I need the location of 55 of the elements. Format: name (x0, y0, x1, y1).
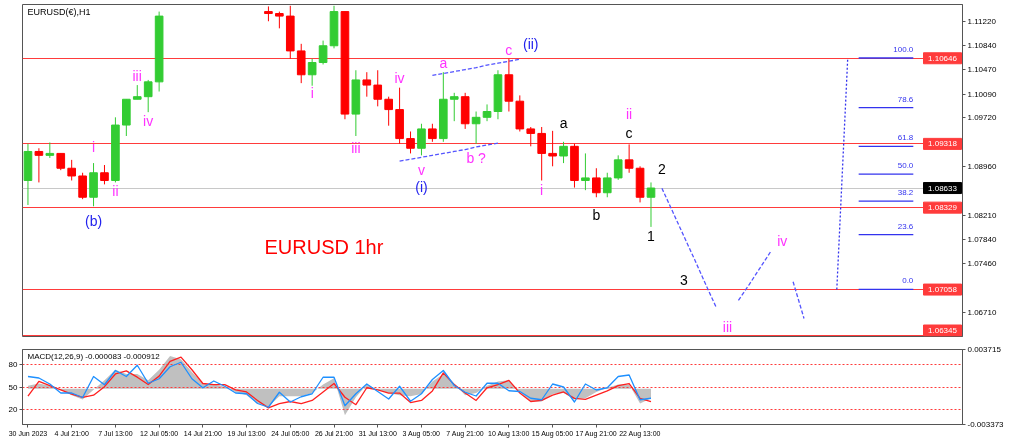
annotation: v (417, 161, 425, 178)
annotation: c (625, 124, 633, 141)
chart-title: MACD(12,26,9) -0.000083 -0.000912 (27, 351, 161, 361)
y-tick-label: 0.003715 (967, 345, 1002, 354)
y-tick-label: 1.10090 (967, 89, 997, 99)
annotation: iv (143, 112, 154, 129)
annotation: ii (112, 182, 119, 199)
annotation: 2 (657, 160, 666, 177)
annotation: a (439, 55, 448, 72)
y-tick-label: -0.003373 (967, 420, 1005, 429)
y-tick-label: 1.10470 (967, 65, 997, 75)
y-tick-label: 1.09720 (967, 113, 997, 123)
series-label: 50.0 (897, 161, 914, 171)
annotation: i (540, 182, 544, 199)
annotation: i (310, 85, 314, 102)
series-label: 100.0 (893, 45, 914, 55)
annotation: iv (394, 69, 405, 86)
series-label: 78.6 (897, 94, 914, 104)
y-tick-label: 1.10840 (967, 41, 997, 51)
y-tick-label: 1.07460 (967, 259, 997, 269)
y-tick-label: 1.07840 (967, 234, 997, 244)
ref-line-label: 1.06345 (928, 326, 958, 335)
y-tick-label: 1.08210 (967, 210, 997, 220)
y-tick-label: 1.06710 (967, 307, 997, 317)
annotation: (b) (85, 212, 103, 229)
series-label: 0.0 (902, 276, 914, 286)
annotation: b (592, 206, 601, 223)
annotation: (ii) (522, 35, 539, 52)
series-label: 61.8 (897, 133, 914, 143)
chart-title: EURUSD(€),H1 (27, 6, 91, 17)
annotation: ii (625, 106, 633, 123)
y2-tick-label: 20 (8, 405, 19, 414)
y-tick-label: 1.11220 (967, 16, 997, 26)
ref-line-label: 1.07058 (928, 285, 958, 295)
annotation: a (559, 115, 568, 132)
ref-line-label: 1.08633 (928, 183, 958, 193)
ref-line-label: 1.09318 (928, 139, 958, 149)
annotation: i (92, 138, 96, 155)
annotation: c (505, 41, 513, 58)
annotation: iv (777, 233, 788, 250)
annotation: 1 (647, 227, 656, 244)
series-label: 23.6 (897, 221, 914, 231)
annotation: (i) (415, 179, 428, 196)
y2-tick-label: 80 (8, 360, 19, 369)
annotation: b ? (466, 149, 487, 166)
annotation: iii (132, 68, 142, 85)
annotation: iii (351, 140, 361, 157)
series-label: 38.2 (897, 188, 914, 198)
annotation: 3 (679, 272, 688, 289)
annotation: iii (722, 318, 733, 335)
ref-line-label: 1.08329 (928, 203, 958, 213)
y-tick-label: 1.08960 (967, 162, 997, 172)
annotation: EURUSD 1hr (264, 235, 384, 258)
y2-tick-label: 50 (8, 382, 19, 392)
ref-line-label: 1.10646 (928, 53, 958, 63)
